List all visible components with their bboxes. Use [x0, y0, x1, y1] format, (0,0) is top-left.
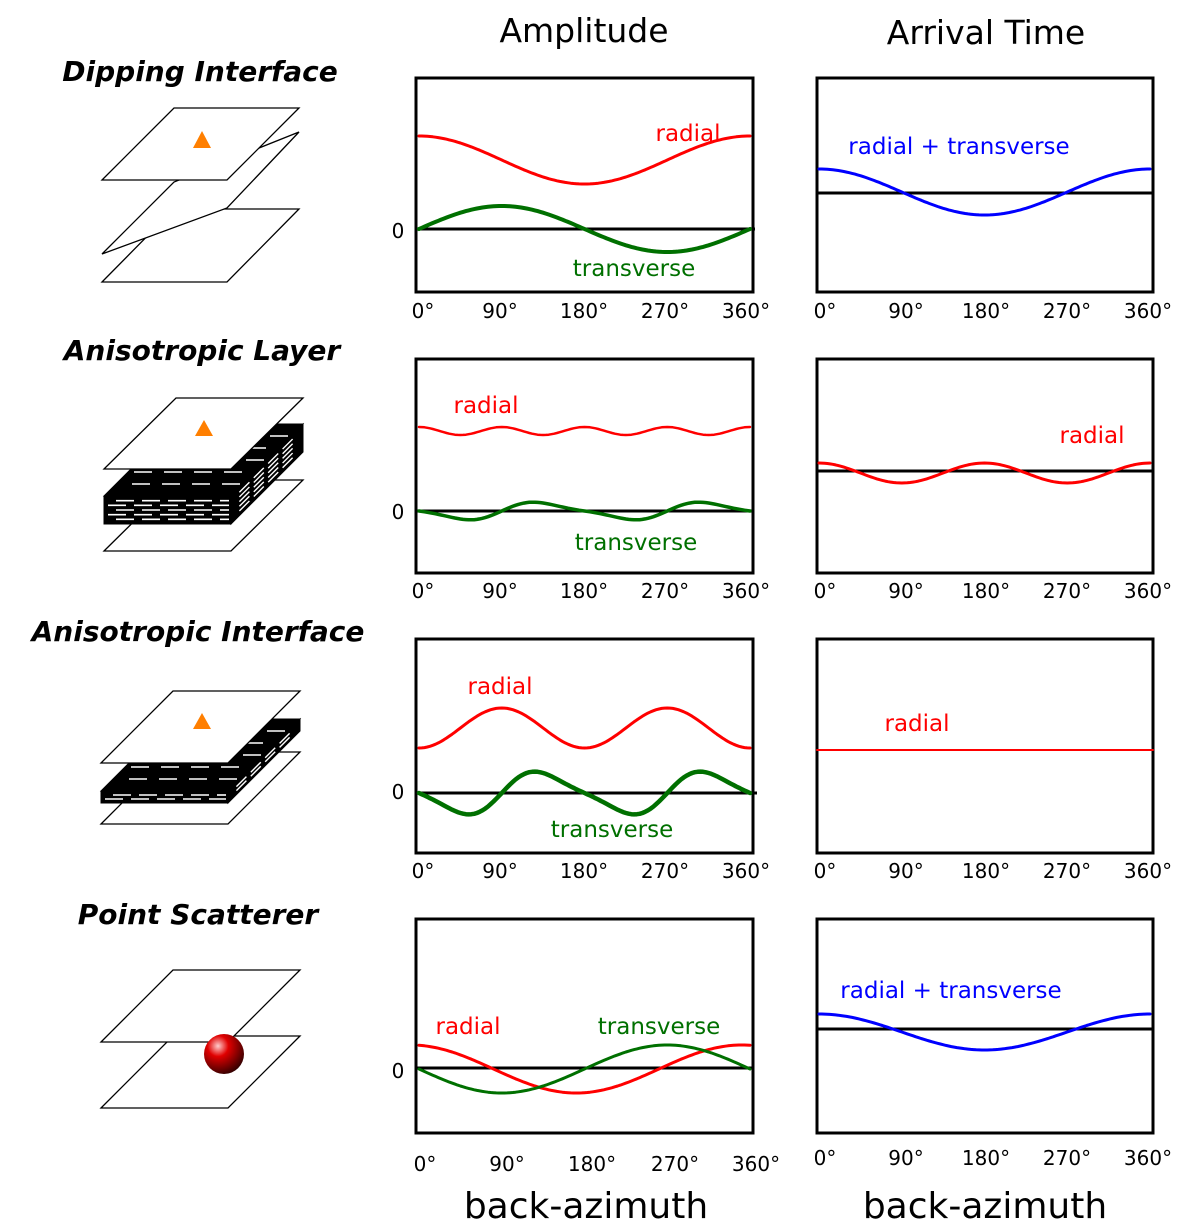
transverse-curve	[416, 769, 753, 817]
tick-label: 90°	[888, 1146, 923, 1170]
radial-label: radial	[435, 1014, 500, 1040]
tick-label: 270°	[1043, 859, 1091, 883]
panel-dipping-amplitude	[414, 76, 755, 294]
transverse-curve	[417, 204, 752, 254]
radial-label: radial	[884, 711, 949, 737]
radial-label: radial	[655, 121, 720, 147]
radial-plus-transverse-curve	[817, 167, 1152, 217]
tick-label: 360°	[1124, 299, 1172, 323]
zero-label: 0	[392, 1059, 405, 1083]
tick-label: 270°	[1043, 1146, 1091, 1170]
transverse-curve	[417, 1043, 752, 1095]
tick-label: 180°	[568, 1152, 616, 1176]
tick-label: 90°	[482, 579, 517, 603]
row-title-point-scatterer: Point Scatterer	[78, 898, 321, 931]
tick-label: 270°	[1043, 299, 1091, 323]
radial-curve	[817, 461, 1152, 485]
tick-label: 0°	[412, 859, 435, 883]
tick-label: 360°	[1124, 1146, 1172, 1170]
tick-label: 360°	[722, 299, 770, 323]
tick-label: 180°	[962, 1146, 1010, 1170]
tick-label: 0°	[412, 299, 435, 323]
row-title-anisotropic-interface: Anisotropic Interface	[30, 615, 365, 648]
radial-label: radial	[1059, 423, 1124, 449]
tick-label: 180°	[560, 299, 608, 323]
tick-label: 360°	[1124, 579, 1172, 603]
panel-aniso-layer-amplitude	[414, 357, 755, 575]
tick-label: 360°	[722, 859, 770, 883]
transverse-label: transverse	[573, 256, 695, 282]
radial-curve	[417, 1043, 752, 1095]
station-icon	[195, 420, 213, 436]
zero-label: 0	[392, 219, 405, 243]
radial-curve	[417, 134, 752, 186]
tick-label: 90°	[482, 299, 517, 323]
tick-label: 270°	[641, 299, 689, 323]
x-axis-label-arrival-time: back-azimuth	[863, 1186, 1107, 1226]
tick-label: 90°	[888, 299, 923, 323]
amplitude-column-title: Amplitude	[499, 11, 668, 50]
anisotropic-layer-icon	[102, 397, 305, 552]
tick-label: 90°	[888, 859, 923, 883]
tick-label: 90°	[888, 579, 923, 603]
scatterer-sphere-icon	[204, 1034, 244, 1074]
panel-scatterer-arrival	[815, 917, 1155, 1135]
panel-scatterer-amplitude	[414, 917, 755, 1135]
panel-aniso-iface-amplitude	[414, 637, 755, 855]
tick-label: 0°	[814, 579, 837, 603]
row-title-anisotropic-layer: Anisotropic Layer	[62, 334, 343, 367]
radial-plus-transverse-curve	[817, 1012, 1152, 1052]
tick-label: 0°	[412, 579, 435, 603]
arrival-time-column-title: Arrival Time	[887, 13, 1085, 52]
tick-label: 0°	[414, 1152, 437, 1176]
radial-plus-transverse-label: radial + transverse	[840, 978, 1061, 1004]
zero-label: 0	[392, 500, 405, 524]
tick-label: 360°	[722, 579, 770, 603]
tick-label: 90°	[482, 859, 517, 883]
panel-aniso-iface-arrival	[815, 637, 1155, 855]
radial-label: radial	[453, 393, 518, 419]
tick-label: 90°	[489, 1152, 524, 1176]
tick-label: 0°	[814, 299, 837, 323]
tick-label: 360°	[732, 1152, 780, 1176]
tick-label: 180°	[962, 859, 1010, 883]
radial-plus-transverse-label: radial + transverse	[848, 134, 1069, 160]
tick-label: 270°	[1043, 579, 1091, 603]
station-icon	[193, 713, 211, 729]
tick-label: 180°	[560, 859, 608, 883]
anisotropic-interface-icon	[99, 690, 302, 825]
row-title-dipping-interface: Dipping Interface	[62, 55, 337, 88]
zero-label: 0	[392, 780, 405, 804]
transverse-curve	[417, 500, 752, 522]
tick-label: 270°	[641, 579, 689, 603]
panel-aniso-layer-arrival	[815, 357, 1155, 575]
tick-label: 270°	[641, 859, 689, 883]
point-scatterer-icon	[99, 969, 302, 1109]
tick-label: 0°	[814, 859, 837, 883]
panel-dipping-arrival	[815, 76, 1155, 294]
radial-curve	[417, 706, 752, 750]
tick-label: 180°	[560, 579, 608, 603]
anisotropic-layer-block	[102, 422, 305, 526]
transverse-label: transverse	[575, 530, 697, 556]
radial-curve	[417, 425, 752, 437]
tick-label: 180°	[962, 579, 1010, 603]
transverse-label: transverse	[551, 817, 673, 843]
radial-label: radial	[467, 674, 532, 700]
tick-label: 270°	[651, 1152, 699, 1176]
tick-label: 0°	[814, 1146, 837, 1170]
station-icon	[193, 131, 211, 148]
dipping-interface-icon	[100, 107, 301, 283]
tick-label: 180°	[962, 299, 1010, 323]
x-axis-label-amplitude: back-azimuth	[464, 1186, 708, 1226]
transverse-label: transverse	[598, 1014, 720, 1040]
tick-label: 360°	[1124, 859, 1172, 883]
